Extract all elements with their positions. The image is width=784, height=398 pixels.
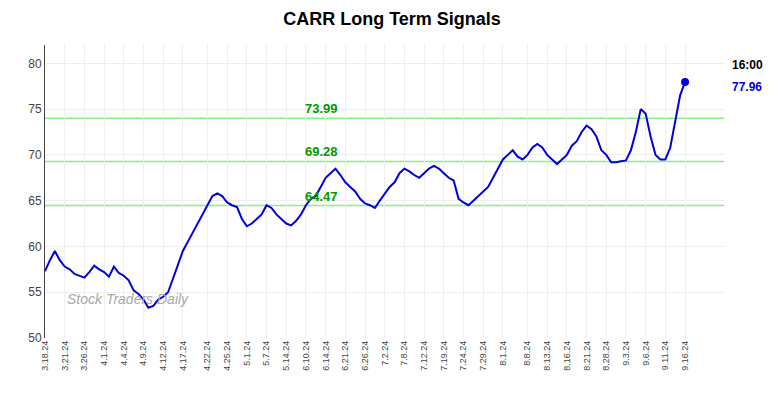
svg-text:4.4.24: 4.4.24 (119, 341, 129, 366)
svg-text:80: 80 (28, 57, 42, 71)
svg-text:8.28.24: 8.28.24 (601, 341, 611, 371)
svg-text:8.21.24: 8.21.24 (582, 341, 592, 371)
svg-text:6.26.24: 6.26.24 (360, 341, 370, 371)
svg-text:9.16.24: 9.16.24 (680, 341, 690, 371)
svg-text:3.21.24: 3.21.24 (60, 341, 70, 371)
svg-text:8.13.24: 8.13.24 (542, 341, 552, 371)
svg-text:8.8.24: 8.8.24 (522, 341, 532, 366)
svg-text:6.10.24: 6.10.24 (301, 341, 311, 371)
svg-text:7.12.24: 7.12.24 (419, 341, 429, 371)
svg-text:5.7.24: 5.7.24 (261, 341, 271, 366)
svg-text:7.24.24: 7.24.24 (458, 341, 468, 371)
svg-text:9.11.24: 9.11.24 (660, 341, 670, 370)
svg-text:3.26.24: 3.26.24 (79, 341, 89, 371)
svg-text:64.47: 64.47 (305, 189, 338, 204)
svg-text:16:00: 16:00 (732, 58, 763, 72)
svg-text:50: 50 (28, 331, 42, 345)
svg-text:9.6.24: 9.6.24 (641, 341, 651, 366)
svg-text:5.14.24: 5.14.24 (281, 341, 291, 371)
svg-text:7.2.24: 7.2.24 (380, 341, 390, 366)
svg-text:7.8.24: 7.8.24 (399, 341, 409, 366)
svg-text:8.1.24: 8.1.24 (498, 341, 508, 366)
svg-text:4.12.24: 4.12.24 (158, 341, 168, 371)
svg-text:4.1.24: 4.1.24 (99, 341, 109, 366)
svg-text:4.17.24: 4.17.24 (178, 341, 188, 371)
svg-text:70: 70 (28, 148, 42, 162)
svg-text:4.9.24: 4.9.24 (138, 341, 148, 366)
svg-text:77.96: 77.96 (732, 80, 762, 94)
svg-text:Stock Traders Daily: Stock Traders Daily (67, 291, 189, 307)
svg-text:9.3.24: 9.3.24 (621, 341, 631, 366)
svg-text:6.14.24: 6.14.24 (321, 341, 331, 371)
svg-text:5.1.24: 5.1.24 (242, 341, 252, 366)
svg-text:60: 60 (28, 240, 42, 254)
svg-text:8.16.24: 8.16.24 (562, 341, 572, 371)
svg-text:CARR Long Term Signals: CARR Long Term Signals (283, 9, 501, 29)
svg-text:65: 65 (28, 194, 42, 208)
svg-text:7.29.24: 7.29.24 (478, 341, 488, 371)
svg-text:55: 55 (28, 285, 42, 299)
svg-text:4.25.24: 4.25.24 (222, 341, 232, 371)
svg-text:75: 75 (28, 102, 42, 116)
svg-text:69.28: 69.28 (305, 144, 338, 159)
svg-text:3.18.24: 3.18.24 (40, 341, 50, 371)
svg-text:7.19.24: 7.19.24 (439, 341, 449, 371)
svg-text:6.21.24: 6.21.24 (340, 341, 350, 371)
svg-text:4.22.24: 4.22.24 (202, 341, 212, 371)
svg-text:73.99: 73.99 (305, 101, 338, 116)
